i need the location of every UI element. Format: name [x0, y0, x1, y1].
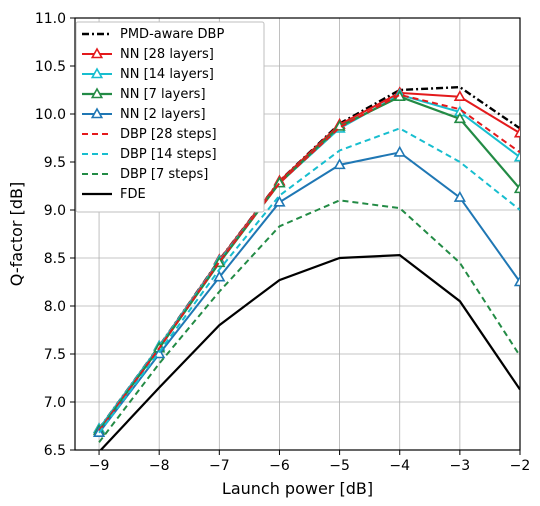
legend-label: NN [2 layers]: [120, 107, 206, 122]
y-axis-label: Q-factor [dB]: [7, 182, 26, 286]
qfactor-line-chart: −9 −8 −7 −6 −5 −4 −3 −2 6.5 7.0 7.5 8.0 8.5 9.0 9.5 10.…: [0, 0, 540, 506]
legend-label: FDE: [120, 187, 146, 202]
ytick-label: 8.5: [44, 251, 66, 267]
ytick-label: 9.0: [44, 203, 66, 219]
ytick-label: 9.5: [44, 155, 66, 171]
legend-label: PMD-aware DBP: [120, 27, 224, 42]
ytick-label: 11.0: [35, 11, 66, 27]
xtick-label: −3: [450, 458, 471, 474]
ytick-label: 8.0: [44, 299, 66, 315]
legend-label: NN [14 layers]: [120, 67, 214, 82]
ytick-label: 7.5: [44, 347, 66, 363]
xtick-label: −4: [389, 458, 410, 474]
xtick-label: −6: [269, 458, 290, 474]
xtick-label: −5: [329, 458, 350, 474]
legend-label: DBP [14 steps]: [120, 147, 217, 162]
ytick-label: 7.0: [44, 395, 66, 411]
ytick-label: 10.0: [35, 107, 66, 123]
ytick-label: 10.5: [35, 59, 66, 75]
xtick-label: −8: [149, 458, 170, 474]
xtick-label: −7: [209, 458, 230, 474]
ytick-label: 6.5: [44, 443, 66, 459]
chart-container: −9 −8 −7 −6 −5 −4 −3 −2 6.5 7.0 7.5 8.0 8.5 9.0 9.5 10.…: [0, 0, 540, 506]
legend-label: DBP [28 steps]: [120, 127, 217, 142]
xtick-label: −2: [510, 458, 531, 474]
legend-label: NN [28 layers]: [120, 47, 214, 62]
legend: PMD-aware DBP NN [28 layers] NN [14 layers…: [76, 22, 264, 212]
legend-label: DBP [7 steps]: [120, 167, 208, 182]
xtick-label: −9: [89, 458, 110, 474]
x-axis-label: Launch power [dB]: [222, 479, 373, 498]
legend-label: NN [7 layers]: [120, 87, 206, 102]
